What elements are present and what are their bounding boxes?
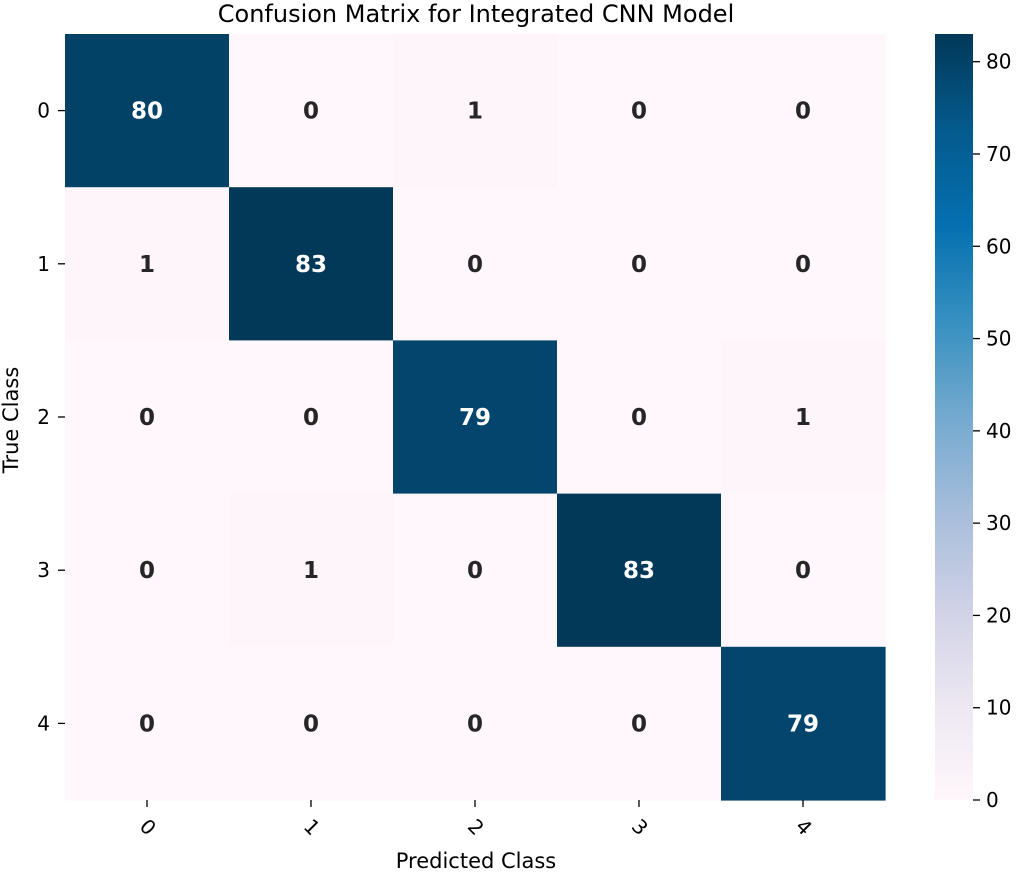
chart-title: Confusion Matrix for Integrated CNN Mode… [218,0,735,28]
cell-value-label: 1 [303,558,319,584]
heatmap-cell [229,646,394,801]
cell-value-label: 0 [303,711,319,737]
heatmap-grid: 80 0 1 0 0 1 83 0 0 0 0 0 79 0 1 0 1 0 83 0 0 0 0 0 79 [65,34,886,801]
cell-value-label: 0 [795,99,811,125]
x-tick-label: 0 [135,814,161,840]
heatmap-cell [229,493,394,648]
heatmap-cell [393,646,558,801]
cell-value-label: 79 [787,711,819,737]
cell-value-label: 1 [139,252,155,278]
heatmap-cell [229,340,394,495]
heatmap-cell [393,340,558,495]
cell-value-label: 83 [623,558,655,584]
cell-value-label: 0 [467,252,483,278]
colorbar-tick-label: 70 [986,142,1011,166]
cell-value-label: 1 [467,99,483,125]
cell-value-label: 0 [467,711,483,737]
cell-value-label: 0 [631,711,647,737]
colorbar-tick-label: 60 [986,234,1011,258]
colorbar-gradient [935,34,973,800]
cell-value-label: 83 [295,252,327,278]
y-tick-label: 2 [37,405,50,429]
y-tick-label: 3 [37,558,50,582]
cell-value-label: 80 [131,99,163,125]
heatmap-cell [65,646,230,801]
x-axis-label: Predicted Class [396,849,557,872]
heatmap-cell [721,646,886,801]
heatmap-cell [557,340,722,495]
y-tick-label: 4 [37,711,50,735]
y-tick-label: 1 [37,252,50,276]
heatmap-cell [721,34,886,188]
cell-value-label: 1 [795,405,811,431]
x-tick-label: 1 [299,814,325,840]
heatmap-cell [557,34,722,188]
cell-value-label: 79 [459,405,491,431]
x-tick-label: 2 [463,814,489,840]
cell-value-label: 0 [795,252,811,278]
cell-value-label: 0 [631,252,647,278]
cell-value-label: 0 [467,558,483,584]
y-axis: 0 1 2 3 4 [37,99,65,735]
cell-value-label: 0 [631,99,647,125]
colorbar-tick-label: 20 [986,603,1011,627]
x-axis: 0 1 2 3 4 [135,800,817,840]
heatmap-cell [393,187,558,341]
cell-value-label: 0 [139,711,155,737]
heatmap-cell [393,493,558,648]
heatmap-cell [65,187,230,341]
heatmap-cell [65,34,230,188]
colorbar-tick-label: 40 [986,419,1011,443]
heatmap-cell [721,493,886,648]
y-tick-label: 0 [37,99,50,123]
heatmap-cell [65,493,230,648]
colorbar-tick-label: 30 [986,511,1011,535]
heatmap-cell [229,34,394,188]
colorbar-tick-label: 50 [986,327,1011,351]
heatmap-cell [557,646,722,801]
heatmap-cell [721,187,886,341]
cell-value-label: 0 [631,405,647,431]
cell-value-label: 0 [139,405,155,431]
heatmap-cell [721,340,886,495]
y-axis-label: True Class [0,367,23,475]
cell-value-label: 0 [795,558,811,584]
colorbar: 0 10 20 30 40 50 60 70 80 [935,34,1011,812]
cell-value-label: 0 [303,405,319,431]
colorbar-tick-label: 10 [986,696,1011,720]
x-tick-label: 4 [791,814,817,840]
heatmap-cell [229,187,394,341]
x-tick-label: 3 [627,814,653,840]
heatmap-cell [557,187,722,341]
cell-value-label: 0 [139,558,155,584]
colorbar-tick-label: 80 [986,50,1011,74]
cell-value-label: 0 [303,99,319,125]
heatmap-cell [557,493,722,648]
colorbar-tick-label: 0 [986,788,999,812]
heatmap-cell [393,34,558,188]
heatmap-cell [65,340,230,495]
